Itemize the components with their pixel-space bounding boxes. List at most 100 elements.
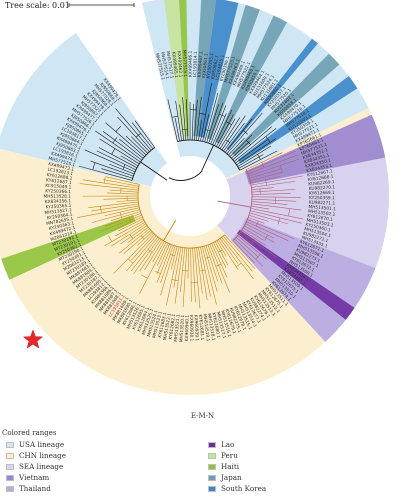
- leaf-branch: [193, 99, 198, 141]
- leaf-label: MH577519.1: [181, 50, 188, 78]
- leaf-branch: [245, 152, 283, 170]
- leaf-label: KU982271.1: [309, 199, 336, 206]
- leaf-label: MH513520.1: [178, 314, 186, 342]
- leaf-branch: [203, 245, 218, 292]
- root-arc: [168, 170, 203, 181]
- legend-item: Peru: [208, 450, 266, 461]
- leaf-branch: [228, 137, 245, 156]
- leaf-branch: [109, 189, 139, 193]
- leaf-branch: [251, 196, 301, 198]
- legend-swatch: [208, 452, 216, 459]
- leaf-branch: [232, 240, 255, 264]
- leaf-labels: MH577515.1MH577514.1MH577517.1KX499465.1…: [44, 50, 337, 343]
- leaf-branch: [198, 119, 202, 141]
- legend-item: South Korea: [208, 483, 266, 494]
- leaf-branch: [131, 236, 159, 271]
- leaf-label: MH513522.1: [162, 312, 173, 340]
- leaf-branch: [131, 136, 148, 154]
- leaf-branch: [248, 158, 300, 177]
- leaf-branch: [144, 240, 163, 270]
- leaf-branch: [249, 172, 282, 181]
- leaf-branch: [237, 235, 267, 260]
- legend-swatch: [6, 463, 14, 470]
- leaf-label: MH513502.1: [308, 208, 336, 217]
- legend-title: Colored ranges: [2, 429, 57, 437]
- leaf-branch: [117, 116, 150, 153]
- legend-swatch: [6, 441, 14, 448]
- leaf-branch: [91, 209, 140, 223]
- leaf-branch: [78, 165, 133, 181]
- leaf-branch: [156, 244, 172, 283]
- legend-item: Thailand: [6, 483, 66, 494]
- leaf-branch: [106, 176, 140, 185]
- leaf-branch: [246, 221, 289, 241]
- leaf-branch: [224, 118, 253, 153]
- leaf-branch: [120, 155, 139, 167]
- leaf-branch: [117, 218, 144, 232]
- legend-column-right: Lao Peru Haiti Japan South Korea: [208, 439, 266, 494]
- country-range: [237, 76, 358, 164]
- leaf-label: LC193813.1: [47, 167, 74, 178]
- leaf-label: KY250360.1: [305, 222, 332, 234]
- tree-center: [150, 156, 230, 236]
- legend-swatch: [208, 441, 216, 448]
- country-range: [193, 0, 217, 137]
- leaf-label: MH513518.1: [206, 313, 216, 341]
- leaf-branch: [175, 100, 182, 141]
- leaf-branch: [249, 168, 282, 179]
- leaf-branch: [126, 235, 157, 272]
- leaf-branch: [156, 243, 170, 274]
- leaf-branch: [218, 239, 239, 270]
- leaf-label: KX834353.1: [306, 163, 333, 174]
- tree-caption: E-M-N: [190, 412, 215, 420]
- leaf-label: KX834356.1: [45, 198, 72, 205]
- leaf-branch: [200, 246, 211, 297]
- leaf-branch: [136, 231, 153, 246]
- leaf-branch: [103, 197, 139, 200]
- tree-scale-bar: Tree scale: 0.01: [5, 1, 135, 10]
- leaf-branch: [160, 245, 176, 296]
- leaf-branch: [251, 193, 291, 195]
- leaf-label: KX499467.1: [197, 51, 205, 78]
- leaf-branch: [174, 118, 180, 142]
- leaf-branch: [248, 217, 265, 224]
- leaf-branch: [99, 138, 140, 165]
- leaf-branch: [214, 109, 233, 146]
- leaf-branch: [173, 247, 182, 288]
- legend-swatch: [6, 452, 14, 459]
- leaf-branch: [98, 147, 138, 169]
- leaf-branch: [102, 131, 143, 161]
- leaf-label: KX960940.1: [184, 315, 191, 342]
- leaf-branch: [231, 141, 250, 159]
- leaf-branch: [235, 139, 268, 164]
- leaf-branch: [219, 238, 239, 264]
- legend-swatch: [208, 485, 216, 492]
- leaf-branch: [226, 112, 263, 154]
- leaf-branch: [194, 247, 201, 309]
- leaf-label: KY250363.1: [48, 220, 75, 232]
- leaf-label: KX960938.1: [188, 315, 194, 342]
- leaf-label: KY612669.1: [309, 190, 335, 197]
- leaf-label: KY612682.1: [168, 313, 178, 340]
- country-range: [206, 4, 260, 140]
- leaf-label: KY250365.1: [45, 203, 71, 211]
- leaf-label: KC915049.1: [45, 183, 72, 191]
- leaf-branch: [216, 114, 234, 147]
- legend-swatch: [208, 463, 216, 470]
- leaf-label: MH513501.1: [308, 204, 336, 212]
- leaf-branch: [251, 203, 302, 211]
- leaf-label: KY612670.1: [307, 213, 334, 223]
- leaf-branch: [217, 118, 236, 148]
- leaf-label: KU982270.1: [309, 184, 336, 192]
- leaf-branch: [174, 247, 184, 304]
- legend-item: Vietnam: [6, 472, 66, 483]
- country-range: [236, 229, 355, 320]
- leaf-label: MH513519.1: [201, 314, 210, 342]
- leaf-branch: [243, 227, 264, 241]
- leaf-branch: [246, 150, 296, 173]
- leaf-branch: [101, 168, 133, 179]
- leaf-label: KX499465.1: [170, 51, 179, 78]
- leaf-branch: [221, 237, 254, 280]
- leaf-label: KY612680.1: [210, 312, 221, 339]
- leaf-branch: [152, 241, 165, 263]
